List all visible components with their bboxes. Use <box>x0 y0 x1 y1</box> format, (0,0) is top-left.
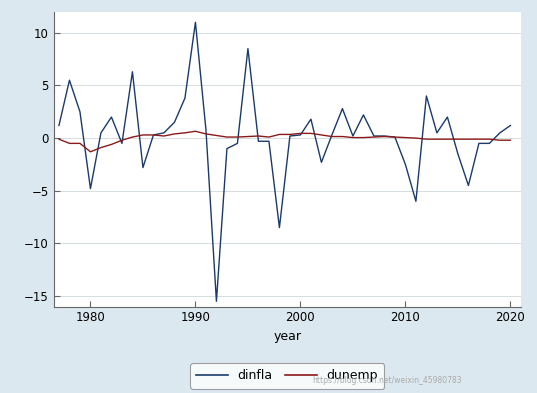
dunemp <box>77 141 83 146</box>
dinfla <box>297 132 303 137</box>
dinfla <box>234 141 241 146</box>
dinfla <box>276 225 282 230</box>
dunemp <box>476 137 482 141</box>
dunemp <box>308 131 314 136</box>
dunemp <box>486 137 492 141</box>
dinfla <box>455 152 461 156</box>
dunemp <box>444 137 451 141</box>
dunemp <box>507 138 513 143</box>
dunemp <box>213 133 220 138</box>
Legend: dinfla, dunemp: dinfla, dunemp <box>190 363 384 389</box>
dunemp <box>224 135 230 140</box>
dunemp <box>276 132 282 137</box>
dunemp <box>423 137 430 141</box>
dunemp <box>329 134 335 139</box>
dunemp <box>339 134 346 139</box>
dinfla <box>287 134 293 138</box>
dinfla <box>161 130 167 135</box>
dinfla <box>202 127 209 132</box>
dinfla <box>371 134 377 138</box>
dunemp <box>391 135 398 140</box>
dinfla <box>434 130 440 135</box>
dunemp <box>171 132 178 136</box>
Text: https://blog.csdn.net/weixin_45980783: https://blog.csdn.net/weixin_45980783 <box>312 376 461 385</box>
dunemp <box>318 132 325 137</box>
dunemp <box>434 137 440 141</box>
dunemp <box>381 134 388 139</box>
dinfla <box>98 130 104 135</box>
dinfla <box>318 160 325 165</box>
dinfla <box>108 115 115 119</box>
Line: dinfla: dinfla <box>59 22 510 301</box>
dunemp <box>119 138 125 143</box>
dinfla <box>465 183 471 188</box>
dunemp <box>129 135 136 140</box>
dinfla <box>412 199 419 204</box>
dunemp <box>297 131 303 136</box>
dunemp <box>455 137 461 141</box>
dunemp <box>287 132 293 137</box>
dunemp <box>182 130 188 135</box>
dinfla <box>224 146 230 151</box>
dunemp <box>245 134 251 139</box>
dunemp <box>350 135 356 140</box>
dinfla <box>87 186 93 191</box>
dunemp <box>56 137 62 141</box>
dinfla <box>497 130 503 135</box>
dinfla <box>423 94 430 98</box>
dinfla <box>129 70 136 74</box>
dinfla <box>507 123 513 128</box>
dinfla <box>66 78 72 83</box>
dinfla <box>192 20 199 25</box>
dinfla <box>213 299 220 304</box>
dinfla <box>77 109 83 114</box>
dinfla <box>391 135 398 140</box>
dunemp <box>161 134 167 138</box>
dinfla <box>444 115 451 119</box>
Line: dunemp: dunemp <box>59 131 510 152</box>
dunemp <box>192 129 199 134</box>
dinfla <box>150 132 157 137</box>
dunemp <box>150 132 157 137</box>
dunemp <box>266 135 272 140</box>
dunemp <box>465 137 471 141</box>
dinfla <box>56 123 62 128</box>
dinfla <box>171 120 178 125</box>
dunemp <box>98 145 104 150</box>
dunemp <box>497 138 503 143</box>
dinfla <box>360 112 367 117</box>
dinfla <box>329 132 335 137</box>
dinfla <box>476 141 482 146</box>
dinfla <box>350 134 356 138</box>
dunemp <box>255 134 262 138</box>
X-axis label: year: year <box>273 330 301 343</box>
dinfla <box>339 106 346 111</box>
dinfla <box>119 141 125 146</box>
dinfla <box>182 96 188 101</box>
dunemp <box>371 135 377 140</box>
dunemp <box>108 142 115 147</box>
dunemp <box>87 149 93 154</box>
dunemp <box>402 135 409 140</box>
dinfla <box>486 141 492 146</box>
dunemp <box>140 132 146 137</box>
dinfla <box>140 165 146 170</box>
dunemp <box>202 132 209 136</box>
dinfla <box>308 117 314 121</box>
dunemp <box>234 135 241 140</box>
dinfla <box>402 162 409 167</box>
dinfla <box>255 139 262 143</box>
dunemp <box>360 135 367 140</box>
dinfla <box>245 46 251 51</box>
dinfla <box>381 134 388 138</box>
dunemp <box>412 136 419 140</box>
dunemp <box>66 141 72 146</box>
dinfla <box>266 139 272 143</box>
